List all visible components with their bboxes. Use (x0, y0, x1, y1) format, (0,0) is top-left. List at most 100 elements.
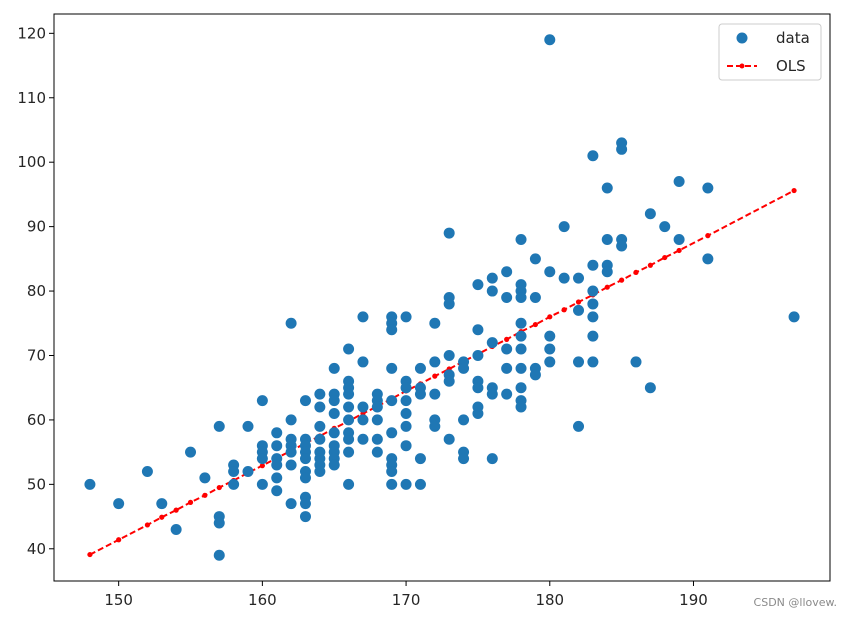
data-point (443, 433, 455, 445)
data-point (343, 401, 355, 413)
data-point (343, 388, 355, 400)
data-point (228, 465, 240, 477)
data-point (486, 388, 498, 400)
x-tick-label: 190 (679, 591, 708, 609)
data-point (486, 285, 498, 297)
data-point (299, 498, 311, 510)
ols-point (202, 492, 208, 498)
data-point (587, 298, 599, 310)
y-tick-label: 110 (17, 89, 46, 107)
data-point (501, 388, 513, 400)
ols-point (705, 233, 711, 239)
data-point (400, 311, 412, 323)
x-tick-label: 170 (392, 591, 421, 609)
ols-point (216, 484, 222, 491)
data-point (328, 362, 340, 374)
data-point (242, 465, 254, 477)
data-point (314, 433, 326, 445)
data-point (429, 317, 441, 329)
x-tick-label: 180 (535, 591, 564, 609)
ols-point (432, 373, 438, 379)
y-tick-label: 60 (27, 411, 46, 429)
ols-point (547, 314, 553, 320)
data-point (515, 382, 527, 394)
data-point (84, 478, 96, 490)
y-tick-label: 50 (27, 475, 46, 493)
data-point (486, 337, 498, 349)
legend-ols-marker (739, 63, 745, 69)
data-point (343, 414, 355, 426)
data-point (228, 478, 240, 490)
ols-point (791, 187, 797, 194)
data-point (156, 498, 168, 510)
data-point (213, 549, 225, 561)
data-point (343, 433, 355, 445)
data-point (357, 414, 369, 426)
y-tick-label: 100 (17, 153, 46, 171)
data-point (371, 414, 383, 426)
data-point (458, 414, 470, 426)
ols-point (504, 336, 510, 342)
ols-point (575, 299, 582, 305)
data-point (386, 427, 398, 439)
data-point (659, 221, 671, 233)
data-point (587, 285, 599, 297)
data-point (601, 266, 613, 278)
data-point (386, 395, 398, 407)
ols-point (144, 522, 151, 528)
data-point (501, 362, 513, 374)
data-point (343, 478, 355, 490)
data-point (299, 453, 311, 465)
ols-point (647, 262, 653, 268)
data-point (443, 375, 455, 387)
data-point (285, 459, 297, 471)
data-point (515, 317, 527, 329)
data-point (429, 356, 441, 368)
data-point (472, 279, 484, 291)
data-point (328, 395, 340, 407)
data-point (343, 343, 355, 355)
data-point (573, 272, 585, 284)
y-tick-label: 80 (27, 282, 46, 300)
data-point (141, 465, 153, 477)
legend-data-label: data (776, 29, 810, 47)
ols-line (89, 189, 795, 556)
y-tick-label: 120 (17, 24, 46, 42)
data-point (429, 420, 441, 432)
data-point (400, 407, 412, 419)
data-point (414, 453, 426, 465)
data-point (544, 266, 556, 278)
x-tick-label: 150 (104, 591, 133, 609)
data-point (529, 253, 541, 265)
y-tick-label: 90 (27, 218, 46, 236)
data-point (386, 478, 398, 490)
data-point (573, 356, 585, 368)
data-point (271, 485, 283, 497)
ols-point (532, 321, 539, 328)
data-point (601, 182, 613, 194)
data-point (673, 176, 685, 188)
data-point (256, 395, 268, 407)
data-point (314, 420, 326, 432)
x-axis-ticks: 150 160 170 180 190 (104, 581, 708, 609)
data-point (213, 517, 225, 529)
data-point (515, 343, 527, 355)
y-axis-ticks: 40 50 60 70 80 90 100 110 120 (17, 24, 54, 558)
ols-point (662, 254, 668, 261)
data-point (314, 401, 326, 413)
data-point (702, 253, 714, 265)
y-tick-label: 40 (27, 540, 46, 558)
data-point (256, 478, 268, 490)
data-point (472, 324, 484, 336)
data-point (256, 453, 268, 465)
data-point (515, 362, 527, 374)
data-point (472, 407, 484, 419)
data-point (357, 311, 369, 323)
data-point (343, 446, 355, 458)
y-tick-label: 70 (27, 346, 46, 364)
data-point (515, 330, 527, 342)
x-tick-label: 160 (248, 591, 277, 609)
data-point (544, 34, 556, 46)
